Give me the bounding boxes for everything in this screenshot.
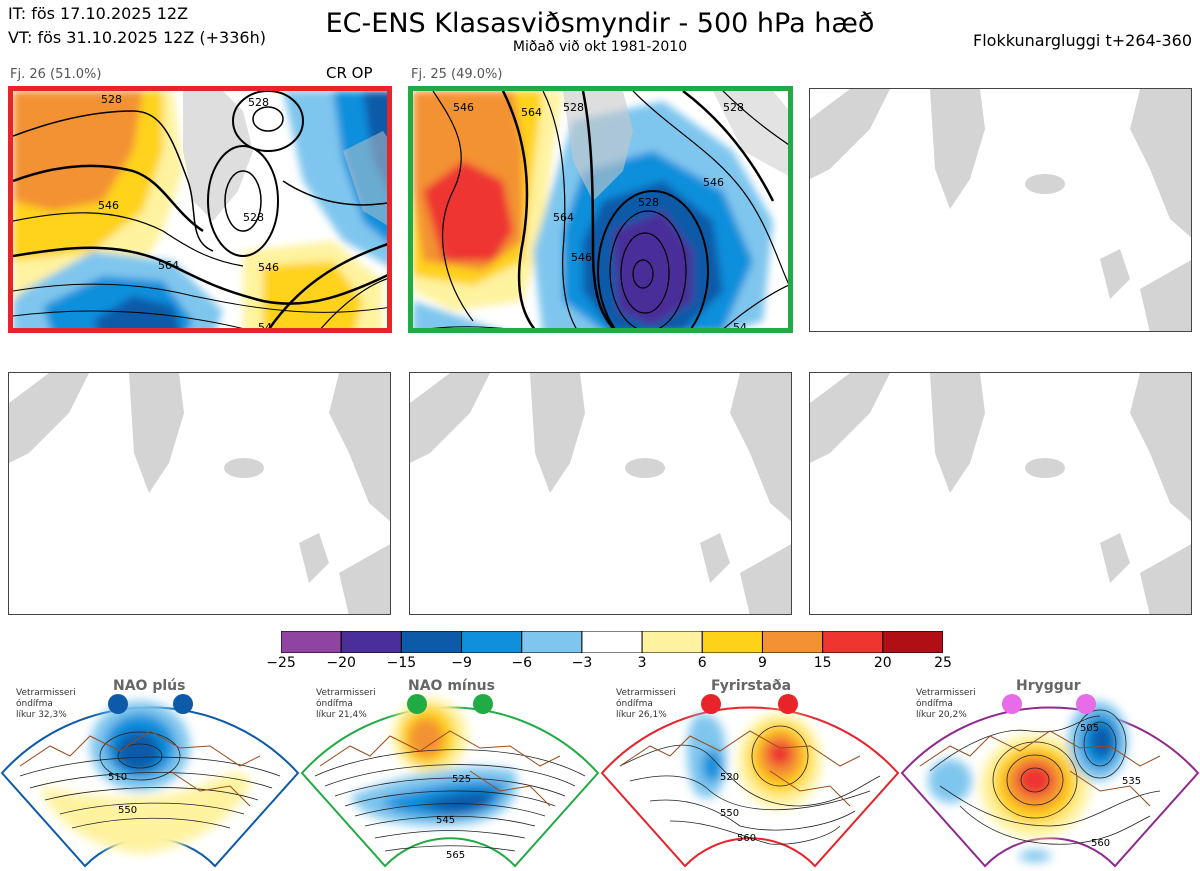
regime-name: NAO mínus (408, 678, 495, 694)
regime-season: Vetrarmisseri (16, 688, 76, 698)
cluster-1-label: Fj. 26 (51.0%) (10, 67, 102, 82)
regime-contour-label: 535 (1122, 776, 1141, 787)
regime-probability: líkur 21,4% (316, 710, 367, 720)
contour-label: 546 (703, 176, 724, 189)
empty-map-panel (809, 372, 1192, 615)
contour-label: 54 (733, 321, 747, 333)
contour-label: 564 (521, 106, 542, 119)
contour-label: 546 (453, 101, 474, 114)
cluster-1-map: 528 546 528 528 564 546 54 (8, 86, 392, 333)
regime-contour-label: 525 (452, 774, 471, 785)
regime-info: Vetrarmisseri óndífma líkur 26,1% (616, 688, 676, 721)
contour-label: 528 (563, 101, 584, 114)
colorbar-tick-label: 6 (697, 655, 707, 671)
colorbar-tick-label: −3 (571, 655, 593, 671)
contour-label: 546 (571, 251, 592, 264)
valid-time: VT: fös 31.10.2025 12Z (+336h) (8, 28, 266, 47)
regime-name: Fyrirstaða (711, 678, 792, 694)
regime-info: Vetrarmisseri óndífma líkur 21,4% (316, 688, 376, 721)
contour-label: 564 (553, 211, 574, 224)
regime-name: Hryggur (1016, 678, 1081, 694)
regime-type: óndífma (616, 699, 653, 709)
colorbar-tick-label: 3 (637, 655, 647, 671)
regime-type: óndífma (316, 699, 353, 709)
colorbar-swatch (521, 631, 583, 653)
empty-map-panel (8, 372, 391, 615)
colorbar-tick-label: 20 (873, 655, 892, 671)
colorbar-tick-label: 15 (813, 655, 832, 671)
cluster-1-tag: CR OP (326, 64, 373, 82)
regime-season: Vetrarmisseri (316, 688, 376, 698)
colorbar-tick-label: −6 (511, 655, 533, 671)
colorbar-tick-label: 9 (757, 655, 767, 671)
cluster-2-label: Fj. 25 (49.0%) (411, 67, 503, 82)
colorbar-swatch (581, 631, 643, 653)
regime-contour-label: 510 (108, 772, 127, 783)
regime-probability: líkur 26,1% (616, 710, 667, 720)
regime-nao-plus: 510 550 NAO plús Vetrarmisseri óndífma l… (0, 676, 300, 871)
colorbar-swatch (822, 631, 884, 653)
colorbar (281, 631, 943, 653)
regime-nao-minus: 525 545 565 NAO mínus Vetrarmisseri óndí… (300, 676, 600, 871)
regime-name: NAO plús (113, 678, 186, 694)
regime-probability: líkur 32,3% (16, 710, 67, 720)
regime-ridge: 505 535 560 Hryggur Vetrarmisseri óndífm… (900, 676, 1200, 871)
colorbar-swatch (400, 631, 463, 653)
colorbar-tick-label: −20 (326, 655, 356, 671)
colorbar-swatch (701, 631, 763, 653)
regime-info: Vetrarmisseri óndífma líkur 20,2% (916, 688, 976, 721)
regime-contour-label: 565 (446, 850, 465, 861)
colorbar-tick-label: −25 (266, 655, 296, 671)
regime-type: óndífma (916, 699, 953, 709)
contour-label: 528 (248, 96, 269, 109)
colorbar-swatch (882, 631, 943, 653)
page-subtitle: Miðað við okt 1981-2010 (512, 39, 688, 55)
regime-probability: líkur 20,2% (916, 710, 967, 720)
colorbar-swatch (340, 631, 402, 653)
contour-label: 528 (101, 93, 122, 106)
regime-contour-label: 560 (1091, 838, 1110, 849)
regime-contour-label: 520 (720, 772, 739, 783)
contour-label: 528 (723, 101, 744, 114)
initial-time: IT: fös 17.10.2025 12Z (8, 4, 189, 23)
contour-label: 546 (258, 261, 279, 274)
regime-contour-label: 550 (720, 808, 739, 819)
colorbar-swatch (461, 631, 523, 653)
regime-contour-label: 505 (1080, 723, 1099, 734)
regime-info: Vetrarmisseri óndífma líkur 32,3% (16, 688, 76, 721)
contour-label: 546 (98, 199, 119, 212)
colorbar-swatch (281, 631, 342, 653)
regime-contour-label: 550 (118, 805, 137, 816)
regime-type: óndífma (16, 699, 53, 709)
colorbar-swatch (641, 631, 703, 653)
empty-map-panel (809, 88, 1192, 332)
contour-label: 528 (638, 196, 659, 209)
empty-map-panel (409, 372, 792, 615)
contour-label: 528 (243, 211, 264, 224)
colorbar-tick-label: 25 (934, 655, 952, 671)
cluster-window: Flokkunargluggi t+264-360 (973, 31, 1192, 50)
colorbar-tick-label: −15 (386, 655, 417, 671)
colorbar-tick-label: −9 (451, 655, 472, 671)
regime-blocking: 520 550 560 Fyrirstaða Vetrarmisseri ónd… (600, 676, 900, 871)
colorbar-swatch (761, 631, 824, 653)
regime-season: Vetrarmisseri (916, 688, 976, 698)
regime-contour-label: 545 (436, 815, 455, 826)
cluster-2-map: 546 564 528 564 546 528 546 528 54 (408, 86, 793, 333)
contour-label: 54 (258, 321, 272, 333)
regime-contour-label: 560 (737, 833, 756, 844)
page-title: EC-ENS Klasasviðsmyndir - 500 hPa hæð (325, 8, 875, 39)
regime-season: Vetrarmisseri (616, 688, 676, 698)
contour-label: 564 (158, 259, 179, 272)
